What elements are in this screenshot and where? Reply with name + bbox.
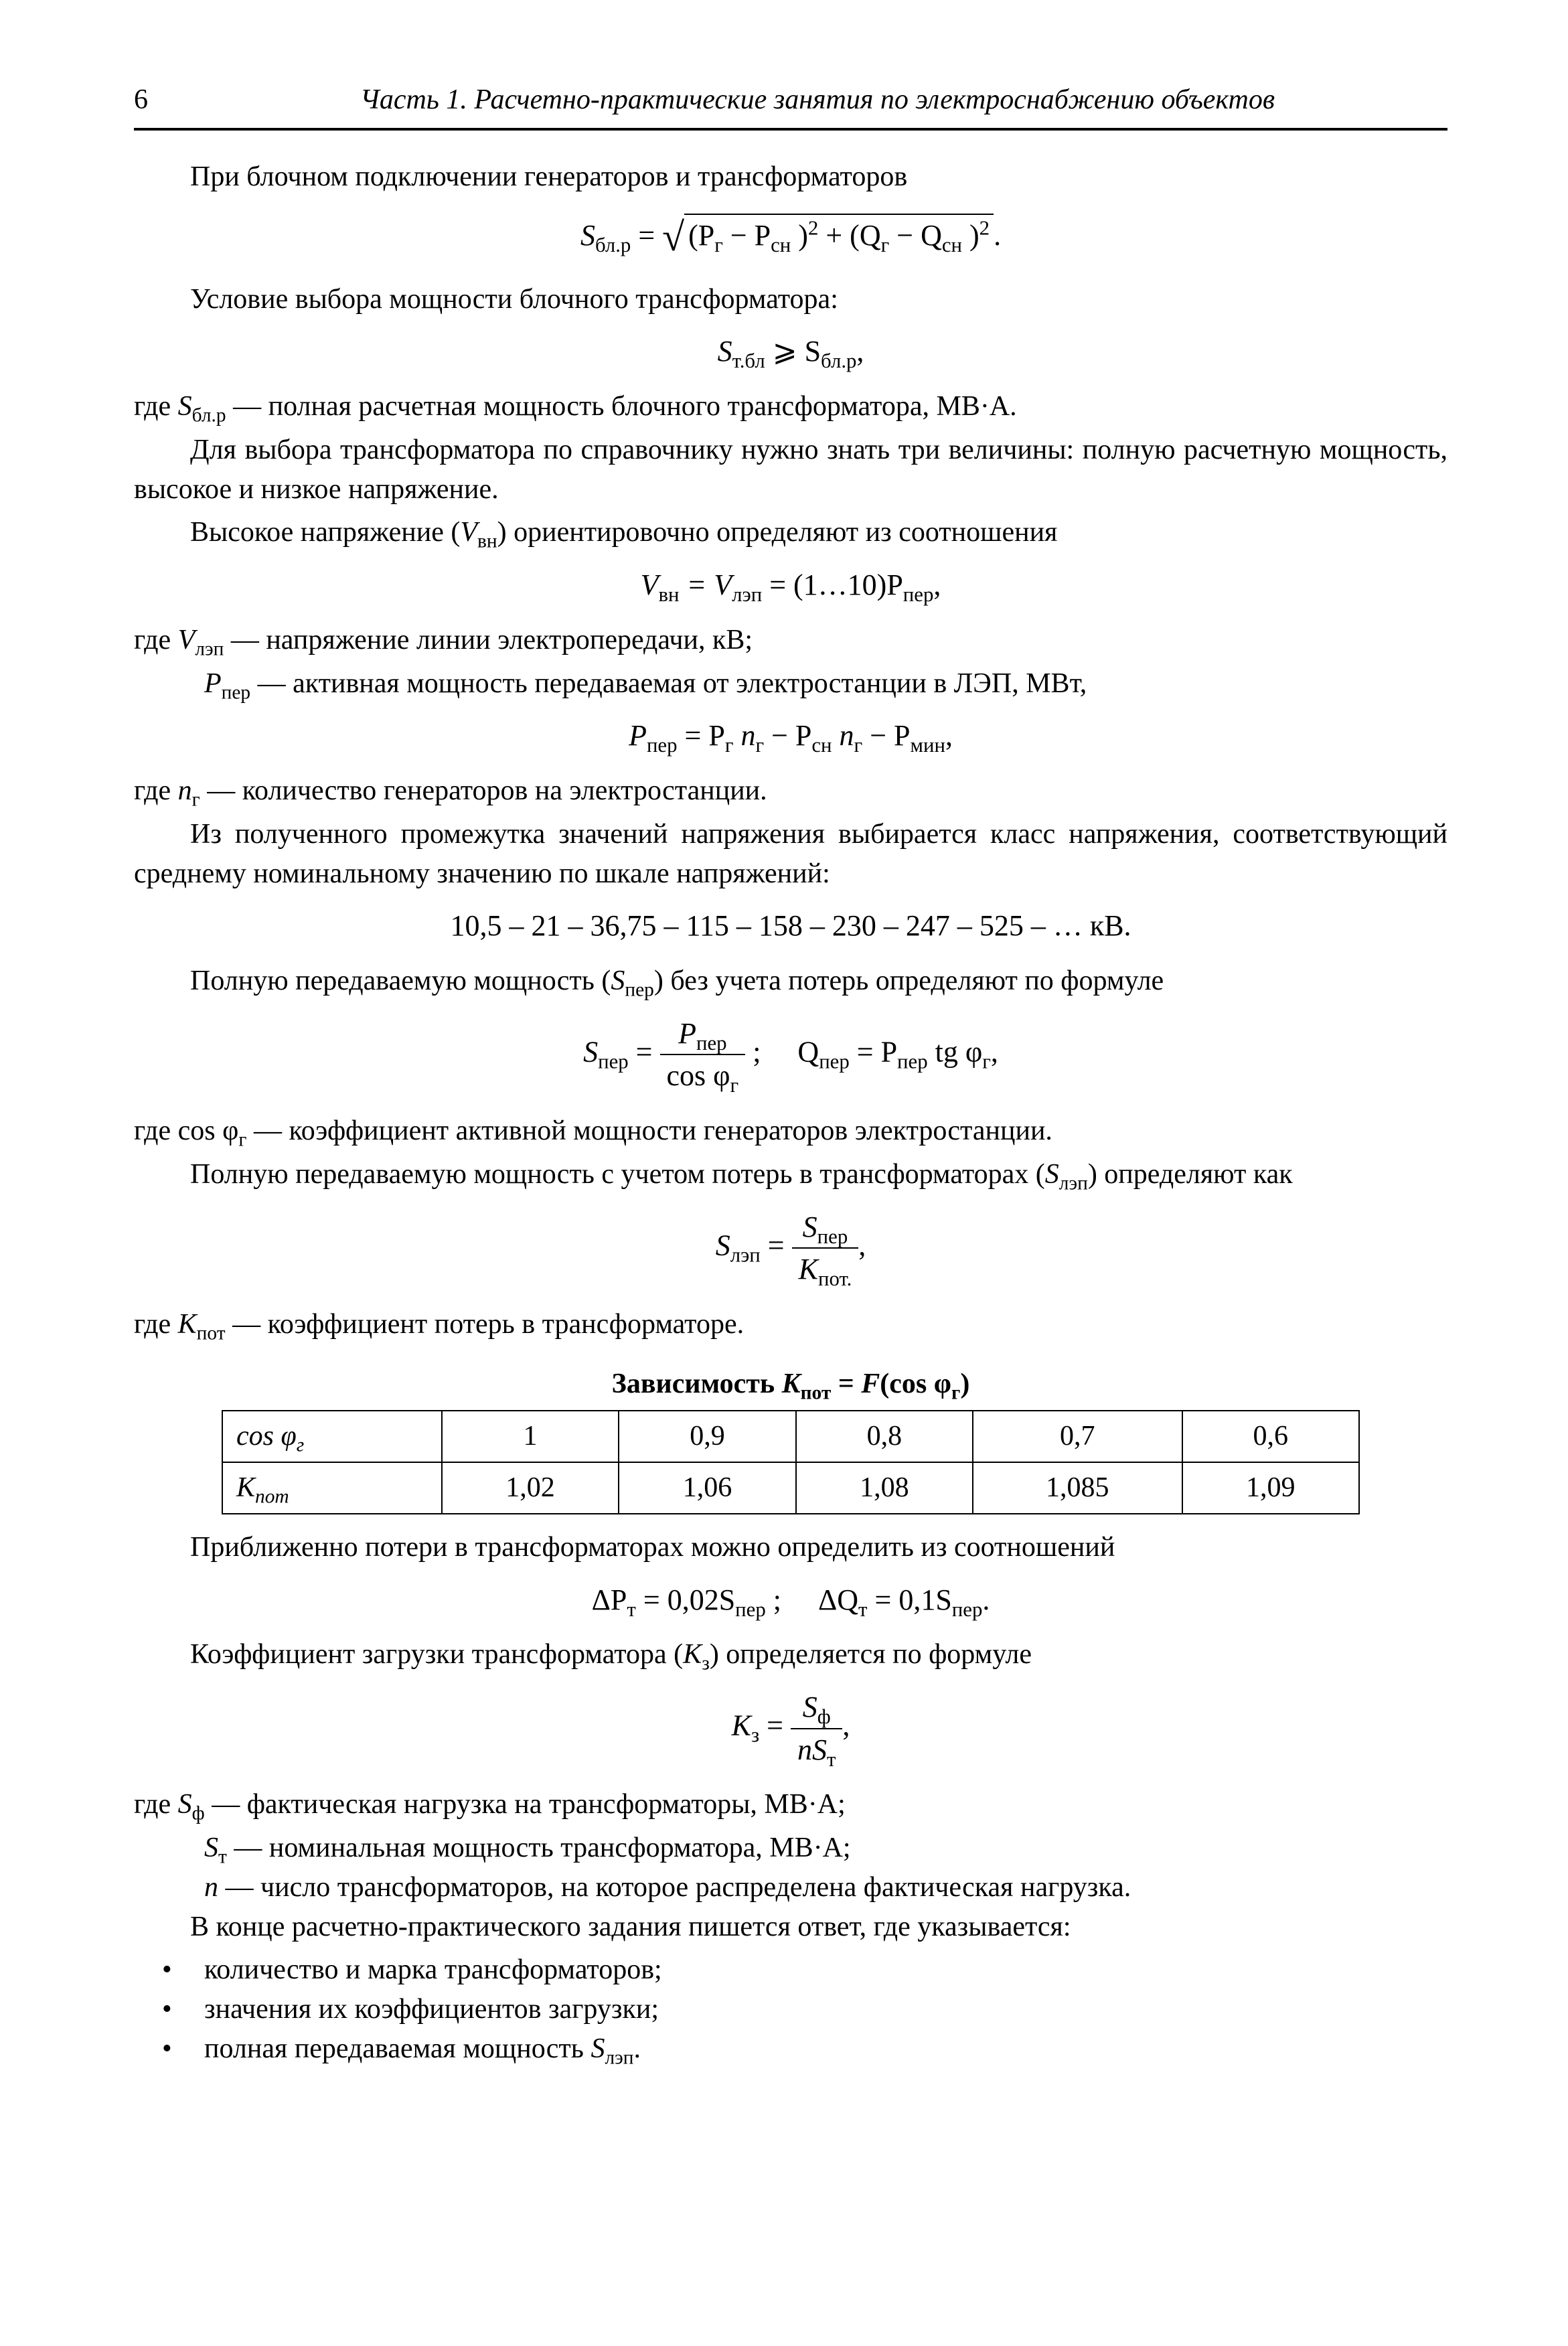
formula-Kz: Kз = Sф nSт ,	[134, 1687, 1447, 1770]
table-title: Зависимость Kпот = F(cos φг)	[134, 1364, 1447, 1404]
list-item: полная передаваемая мощность Sлэп.	[134, 2029, 1447, 2069]
paragraph-19: В конце расчетно-практического задания п…	[134, 1907, 1447, 1947]
row1-label: cos φг	[222, 1411, 442, 1462]
formula-Slep: Sлэп = Sпер Kпот. ,	[134, 1206, 1447, 1290]
paragraph-15: Коэффициент загрузки трансформатора (Kз)…	[134, 1635, 1447, 1674]
formula-Sper: Sпер = Pпер cos φг ; Qпер = Pпер tg φг,	[134, 1013, 1447, 1097]
cell: 1,09	[1182, 1462, 1359, 1514]
paragraph-17: Sт — номинальная мощность трансформатора…	[134, 1828, 1447, 1868]
formula-scale: 10,5 – 21 – 36,75 – 115 – 158 – 230 – 24…	[134, 905, 1447, 947]
kpot-table: cos φг 1 0,9 0,8 0,7 0,6 Kпот 1,02 1,06 …	[222, 1410, 1360, 1514]
list-item: значения их коэффициентов загрузки;	[134, 1990, 1447, 2029]
paragraph-12: Полную передаваемую мощность с учетом по…	[134, 1155, 1447, 1194]
paragraph-9: Из полученного промежутка значений напря…	[134, 815, 1447, 894]
formula-S-bl-r: Sбл.р = √ (Pг − Pсн )2 + (Qг − Qсн )2 .	[134, 209, 1447, 265]
page-number: 6	[134, 80, 187, 120]
table-row: cos φг 1 0,9 0,8 0,7 0,6	[222, 1411, 1359, 1462]
paragraph-3: где Sбл.р — полная расчетная мощность бл…	[134, 387, 1447, 426]
cell: 1,085	[973, 1462, 1182, 1514]
formula-Pper: Pпер = Pг nг − Pсн nг − Pмин,	[134, 715, 1447, 757]
running-header: Часть 1. Расчетно-практические занятия п…	[187, 80, 1447, 120]
row2-label: Kпот	[222, 1462, 442, 1514]
paragraph-18: n — число трансформаторов, на которое ра…	[134, 1868, 1447, 1907]
answer-bullets: количество и марка трансформаторов; знач…	[134, 1950, 1447, 2068]
paragraph-7: Pпер — активная мощность передаваемая от…	[134, 664, 1447, 704]
paragraph-13: где Kпот — коэффициент потерь в трансфор…	[134, 1305, 1447, 1344]
paragraph-1: При блочном подключении генераторов и тр…	[134, 157, 1447, 197]
paragraph-8: где nг — количество генераторов на элект…	[134, 771, 1447, 811]
formula-losses: ΔPт = 0,02Sпер ; ΔQт = 0,1Sпер.	[134, 1579, 1447, 1621]
paragraph-6: где Vлэп — напряжение линии электроперед…	[134, 621, 1447, 660]
list-item: количество и марка трансформаторов;	[134, 1950, 1447, 1990]
paragraph-14: Приближенно потери в трансформаторах мож…	[134, 1528, 1447, 1567]
formula-Vvn: Vвн = Vлэп = (1…10)Pпер,	[134, 564, 1447, 606]
cell: 1	[442, 1411, 619, 1462]
cell: 0,8	[796, 1411, 973, 1462]
paragraph-5: Высокое напряжение (Vвн) ориентировочно …	[134, 513, 1447, 552]
cell: 1,08	[796, 1462, 973, 1514]
paragraph-2: Условие выбора мощности блочного трансфо…	[134, 280, 1447, 319]
table-row: Kпот 1,02 1,06 1,08 1,085 1,09	[222, 1462, 1359, 1514]
paragraph-4: Для выбора трансформатора по справочнику…	[134, 431, 1447, 510]
page-header: 6 Часть 1. Расчетно-практические занятия…	[134, 80, 1447, 131]
cell: 1,06	[619, 1462, 795, 1514]
cell: 0,9	[619, 1411, 795, 1462]
formula-cond: Sт.бл ⩾ Sбл.р,	[134, 331, 1447, 372]
paragraph-16: где Sф — фактическая нагрузка на трансфо…	[134, 1785, 1447, 1824]
cell: 0,6	[1182, 1411, 1359, 1462]
paragraph-11: где cos φг — коэффициент активной мощнос…	[134, 1111, 1447, 1151]
cell: 0,7	[973, 1411, 1182, 1462]
paragraph-10: Полную передаваемую мощность (Sпер) без …	[134, 961, 1447, 1001]
cell: 1,02	[442, 1462, 619, 1514]
